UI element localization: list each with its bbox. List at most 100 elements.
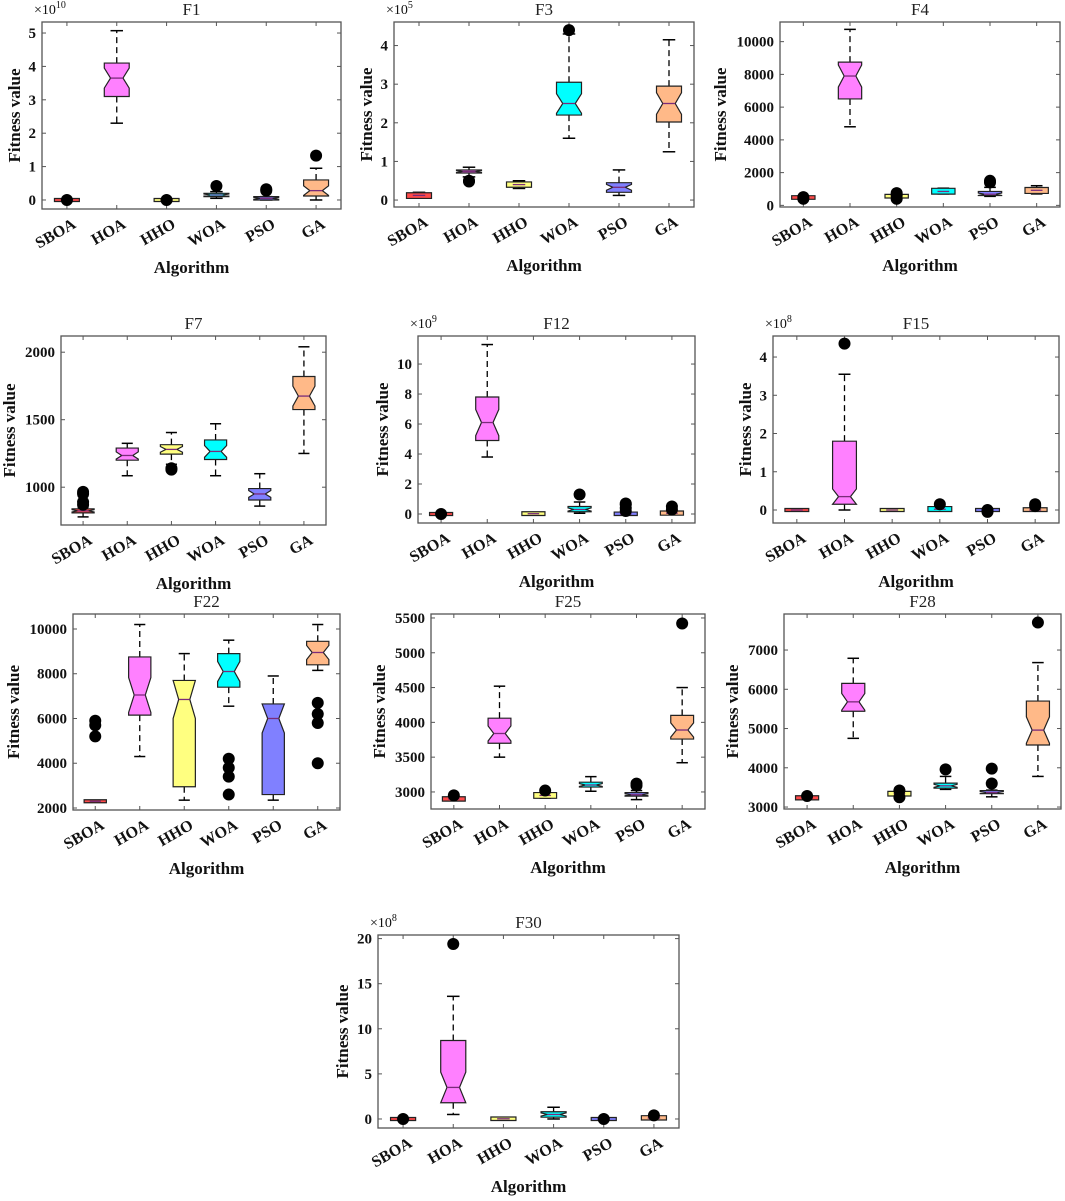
box-pso: [974, 503, 1001, 518]
outlier-point: [89, 730, 102, 743]
box-sboa: [71, 485, 95, 518]
box-woa: [931, 187, 956, 195]
box-body: [203, 439, 228, 461]
chart-title: F7: [185, 314, 203, 333]
box-body: [128, 656, 152, 716]
y-exponent-label: ×108: [765, 314, 792, 332]
outlier-point: [647, 1109, 660, 1122]
y-exponent-label: ×105: [386, 0, 413, 18]
box-woa: [578, 775, 603, 793]
panel-f28: F28 3000 4000 5000 6000 7000 Fitness value Algo…: [723, 592, 1062, 877]
y-tick-label: 5000: [395, 646, 425, 662]
x-tick-label-hoa: HOA: [822, 214, 862, 247]
outlier-point: [984, 174, 996, 187]
box-hho: [159, 431, 184, 476]
box-woa: [540, 1106, 567, 1120]
panel-f30: F30 ×108 0 5 10 15 20 Fitness value Algorithm SBO…: [333, 913, 680, 1196]
y-axis-label: Fitness value: [4, 665, 23, 759]
box-sboa: [441, 789, 466, 802]
y-tick-label: 4: [381, 39, 389, 55]
x-tick-label-ga: GA: [1018, 530, 1048, 557]
box-sboa: [83, 714, 107, 804]
outlier-point: [311, 716, 324, 729]
y-tick-label: 10: [397, 357, 412, 373]
box-ga: [303, 149, 330, 201]
y-tick-label: 3: [760, 388, 768, 404]
x-tick-label-hoa: HOA: [89, 216, 129, 249]
y-tick-label: 0: [760, 503, 768, 519]
outlier-point: [573, 488, 586, 501]
chart-title: F30: [515, 913, 541, 932]
box-body: [217, 653, 241, 688]
outlier-point: [939, 763, 952, 776]
panel-f22: F22 2000 4000 6000 8000 10000 Fitness value Alg…: [4, 592, 341, 878]
y-axis-label: Fitness value: [370, 664, 389, 758]
x-tick-label-sboa: SBOA: [385, 214, 432, 251]
outlier-point: [260, 183, 273, 196]
box-ga: [640, 1109, 668, 1122]
box-body: [172, 679, 197, 788]
x-tick-label-woa: WOA: [909, 530, 953, 565]
box-hho: [521, 511, 546, 517]
y-tick-label: 3500: [395, 750, 425, 766]
box-hho: [153, 193, 180, 206]
plot-frame: [377, 934, 680, 1129]
y-tick-label: 0: [405, 507, 413, 523]
box-pso: [261, 675, 286, 801]
x-axis-label: Algorithm: [169, 859, 245, 878]
outlier-point: [981, 505, 994, 518]
y-multiplier: ×10: [765, 317, 787, 332]
x-tick-label-hoa: HOA: [825, 816, 865, 849]
outlier-point: [397, 1112, 410, 1125]
outlier-point: [985, 777, 998, 790]
outlier-point: [77, 485, 90, 498]
box-pso: [624, 777, 649, 801]
box-hho: [533, 784, 558, 799]
box-hoa: [128, 623, 152, 758]
outlier-point: [985, 762, 998, 775]
box-pso: [977, 174, 1003, 198]
y-tick-label: 6000: [744, 100, 774, 116]
x-tick-label-hoa: HOA: [459, 530, 499, 563]
panel-f25: F25 3000 3500 4000 4500 5000 5500 Fitness value…: [370, 592, 706, 877]
outlier-point: [890, 187, 903, 200]
box-sboa: [428, 508, 454, 521]
y-tick-label: 4000: [37, 756, 67, 772]
x-tick-label-sboa: SBOA: [420, 816, 467, 853]
y-tick-label: 4000: [748, 761, 778, 777]
y-axis-label: Fitness value: [0, 383, 19, 477]
x-tick-label-hoa: HOA: [816, 530, 856, 563]
outlier-point: [893, 784, 906, 797]
y-multiplier: ×10: [34, 3, 56, 18]
y-tick-label: 6: [405, 417, 413, 433]
y-axis-label: Fitness value: [357, 67, 376, 161]
y-tick-label: 4: [760, 350, 768, 366]
y-exponent: 5: [408, 0, 413, 11]
x-tick-label-sboa: SBOA: [369, 1135, 416, 1172]
x-tick-label-hoa: HOA: [112, 817, 152, 850]
y-axis-label: Fitness value: [373, 382, 392, 476]
x-tick-label-pso: PSO: [613, 816, 648, 846]
y-tick-label: 5: [29, 26, 37, 42]
x-tick-label-hho: HHO: [863, 530, 904, 563]
y-axis-label: Fitness value: [333, 984, 352, 1078]
box-body: [841, 682, 866, 712]
x-tick-label-hho: HHO: [505, 530, 546, 563]
panel-f4: F4 0 2000 4000 6000 8000 10000 Fitness value Alg…: [711, 0, 1061, 275]
x-tick-label-sboa: SBOA: [49, 532, 96, 569]
outlier-point: [665, 500, 678, 513]
box-pso: [979, 762, 1004, 798]
outlier-point: [165, 462, 178, 475]
y-tick-label: 6000: [37, 711, 67, 727]
y-tick-label: 0: [365, 1112, 373, 1128]
panel-f12: F12 ×109 0 2 4 6 8 10 Fitness value Algorithm SBOA…: [373, 314, 696, 591]
y-exponent-label: ×109: [410, 314, 437, 332]
x-axis-label: Algorithm: [154, 258, 230, 277]
y-tick-label: 20: [357, 932, 372, 948]
x-tick-label-hoa: HOA: [471, 816, 511, 849]
chart-title: F28: [909, 592, 935, 611]
x-tick-label-woa: WOA: [538, 214, 582, 249]
box-hoa: [455, 166, 483, 188]
x-tick-label-woa: WOA: [198, 817, 242, 852]
